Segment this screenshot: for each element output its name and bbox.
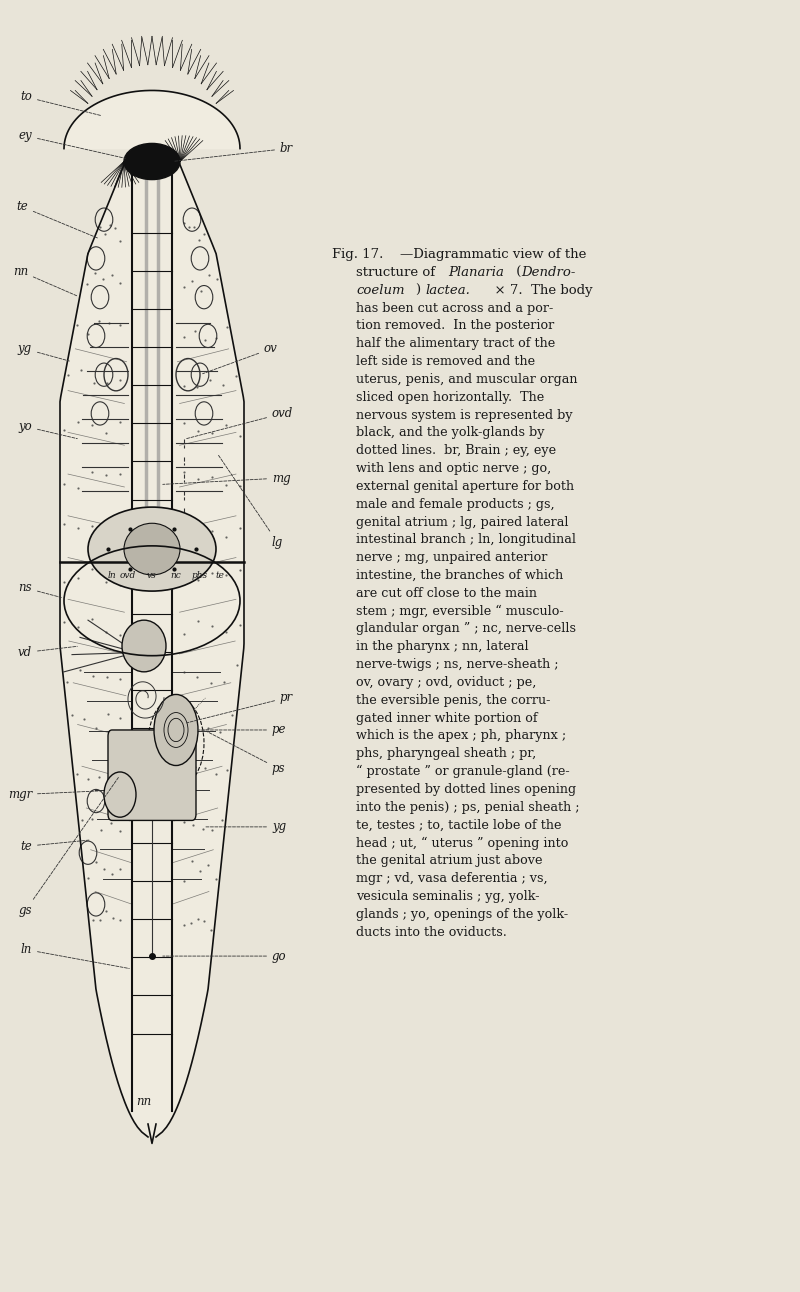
Ellipse shape bbox=[88, 508, 216, 592]
Text: coelum: coelum bbox=[356, 284, 405, 297]
Text: genital atrium ; lg, paired lateral: genital atrium ; lg, paired lateral bbox=[356, 516, 569, 528]
Text: black, and the yolk-glands by: black, and the yolk-glands by bbox=[356, 426, 545, 439]
Text: ov, ovary ; ovd, oviduct ; pe,: ov, ovary ; ovd, oviduct ; pe, bbox=[356, 676, 536, 689]
Text: ns: ns bbox=[18, 581, 62, 597]
Text: the eversible penis, the corru-: the eversible penis, the corru- bbox=[356, 694, 550, 707]
Text: phs: phs bbox=[192, 571, 208, 580]
FancyBboxPatch shape bbox=[108, 730, 196, 820]
Text: are cut off close to the main: are cut off close to the main bbox=[356, 587, 537, 599]
Text: pr: pr bbox=[186, 691, 293, 722]
Text: half the alimentary tract of the: half the alimentary tract of the bbox=[356, 337, 555, 350]
Text: ducts into the oviducts.: ducts into the oviducts. bbox=[356, 925, 507, 938]
Text: mg: mg bbox=[162, 472, 290, 484]
Text: mgr ; vd, vasa deferentia ; vs,: mgr ; vd, vasa deferentia ; vs, bbox=[356, 872, 548, 885]
Text: stem ; mgr, eversible “ musculo-: stem ; mgr, eversible “ musculo- bbox=[356, 605, 564, 618]
Text: te: te bbox=[16, 200, 98, 238]
Text: ): ) bbox=[416, 284, 426, 297]
Text: nn: nn bbox=[13, 265, 78, 296]
Ellipse shape bbox=[154, 695, 198, 766]
Text: lactea.: lactea. bbox=[426, 284, 470, 297]
Text: gated inner white portion of: gated inner white portion of bbox=[356, 712, 538, 725]
Text: glandular organ ” ; nc, nerve-cells: glandular organ ” ; nc, nerve-cells bbox=[356, 623, 576, 636]
Text: ln: ln bbox=[21, 943, 130, 969]
Text: left side is removed and the: left side is removed and the bbox=[356, 355, 535, 368]
Text: —Diagrammatic view of the: —Diagrammatic view of the bbox=[400, 248, 586, 261]
Text: ps: ps bbox=[206, 731, 286, 775]
Text: which is the apex ; ph, pharynx ;: which is the apex ; ph, pharynx ; bbox=[356, 730, 566, 743]
Text: nc: nc bbox=[170, 571, 182, 580]
Text: nervous system is represented by: nervous system is represented by bbox=[356, 408, 573, 421]
Text: mgr: mgr bbox=[8, 788, 102, 801]
Text: yg: yg bbox=[206, 820, 286, 833]
Text: Dendro-: Dendro- bbox=[522, 266, 576, 279]
Text: to: to bbox=[20, 90, 102, 115]
Text: vesicula seminalis ; yg, yolk-: vesicula seminalis ; yg, yolk- bbox=[356, 890, 539, 903]
Ellipse shape bbox=[104, 773, 136, 818]
Text: into the penis) ; ps, penial sheath ;: into the penis) ; ps, penial sheath ; bbox=[356, 801, 579, 814]
Polygon shape bbox=[64, 90, 240, 149]
Text: “ prostate ” or granule-gland (re-: “ prostate ” or granule-gland (re- bbox=[356, 765, 570, 778]
Text: structure of: structure of bbox=[356, 266, 439, 279]
Text: external genital aperture for both: external genital aperture for both bbox=[356, 479, 574, 492]
Text: glands ; yo, openings of the yolk-: glands ; yo, openings of the yolk- bbox=[356, 908, 568, 921]
Text: tion removed.  In the posterior: tion removed. In the posterior bbox=[356, 319, 554, 332]
Text: phs, pharyngeal sheath ; pr,: phs, pharyngeal sheath ; pr, bbox=[356, 747, 536, 760]
Text: (: ( bbox=[512, 266, 522, 279]
Text: te, testes ; to, tactile lobe of the: te, testes ; to, tactile lobe of the bbox=[356, 819, 562, 832]
Text: gs: gs bbox=[18, 778, 118, 917]
Text: pe: pe bbox=[198, 724, 286, 736]
Text: yo: yo bbox=[18, 420, 78, 439]
Text: br: br bbox=[174, 142, 293, 162]
Text: ovd: ovd bbox=[186, 407, 294, 438]
Text: vs: vs bbox=[147, 571, 157, 580]
Text: intestine, the branches of which: intestine, the branches of which bbox=[356, 568, 563, 581]
Text: the genital atrium just above: the genital atrium just above bbox=[356, 854, 542, 867]
Text: uterus, penis, and muscular organ: uterus, penis, and muscular organ bbox=[356, 373, 578, 386]
Text: in the pharynx ; nn, lateral: in the pharynx ; nn, lateral bbox=[356, 641, 529, 654]
Text: × 7.  The body: × 7. The body bbox=[486, 284, 592, 297]
Text: ovd: ovd bbox=[120, 571, 136, 580]
Text: te: te bbox=[215, 571, 225, 580]
Ellipse shape bbox=[122, 620, 166, 672]
Text: te: te bbox=[20, 840, 90, 853]
Text: Planaria: Planaria bbox=[448, 266, 504, 279]
Text: with lens and optic nerve ; go,: with lens and optic nerve ; go, bbox=[356, 463, 551, 475]
Text: Fig. 17.: Fig. 17. bbox=[332, 248, 383, 261]
Text: ln: ln bbox=[108, 571, 116, 580]
Text: dotted lines.  br, Brain ; ey, eye: dotted lines. br, Brain ; ey, eye bbox=[356, 444, 556, 457]
Text: head ; ut, “ uterus ” opening into: head ; ut, “ uterus ” opening into bbox=[356, 836, 568, 850]
Polygon shape bbox=[60, 155, 244, 1137]
Text: sliced open horizontally.  The: sliced open horizontally. The bbox=[356, 390, 544, 403]
Text: nn: nn bbox=[136, 1094, 152, 1107]
Text: presented by dotted lines opening: presented by dotted lines opening bbox=[356, 783, 576, 796]
Text: yg: yg bbox=[18, 342, 70, 360]
Text: ov: ov bbox=[202, 342, 278, 373]
Text: nerve-twigs ; ns, nerve-sheath ;: nerve-twigs ; ns, nerve-sheath ; bbox=[356, 658, 558, 671]
Text: lg: lg bbox=[218, 455, 283, 549]
Ellipse shape bbox=[124, 523, 180, 575]
Text: intestinal branch ; ln, longitudinal: intestinal branch ; ln, longitudinal bbox=[356, 534, 576, 547]
Ellipse shape bbox=[124, 143, 180, 180]
Text: nerve ; mg, unpaired anterior: nerve ; mg, unpaired anterior bbox=[356, 552, 547, 565]
Text: go: go bbox=[162, 950, 286, 963]
Text: male and female products ; gs,: male and female products ; gs, bbox=[356, 497, 554, 510]
Text: vd: vd bbox=[18, 646, 78, 659]
Text: ey: ey bbox=[18, 129, 126, 159]
Text: has been cut across and a por-: has been cut across and a por- bbox=[356, 301, 554, 314]
